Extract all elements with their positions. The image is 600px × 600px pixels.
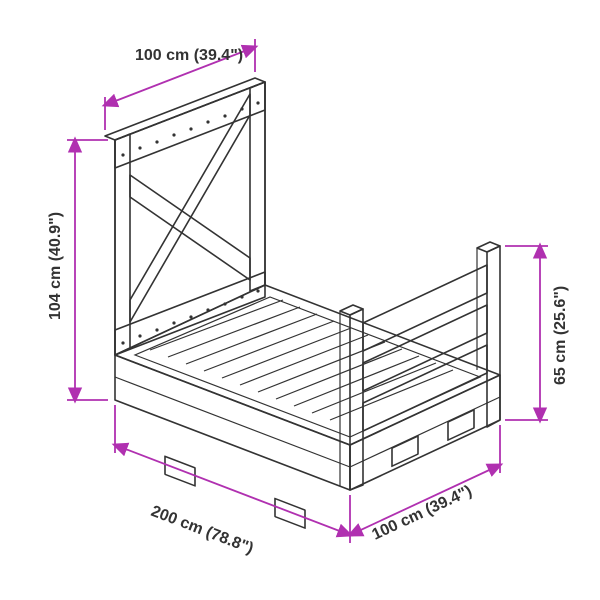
headboard bbox=[105, 78, 265, 355]
dim-left-cm: 104 cm bbox=[47, 266, 64, 320]
dimensions-group: 100 cm (39.4") 104 cm (40.9") 65 cm (25.… bbox=[47, 39, 569, 557]
svg-text:100 cm (39.4"): 100 cm (39.4") bbox=[370, 483, 475, 544]
dim-length-in: (78.8") bbox=[203, 524, 255, 558]
bed-object bbox=[105, 78, 500, 528]
dim-foot-cm: 100 cm bbox=[370, 505, 426, 543]
headboard-nails bbox=[121, 101, 259, 344]
dim-top-in: (39.4") bbox=[194, 47, 243, 64]
dim-right-cm: 65 cm bbox=[552, 340, 569, 385]
bed-dimension-diagram: 100 cm (39.4") 104 cm (40.9") 65 cm (25.… bbox=[0, 0, 600, 600]
svg-text:100 cm (39.4"): 100 cm (39.4") bbox=[135, 47, 243, 64]
dim-right-in: (25.6") bbox=[552, 286, 569, 335]
dim-left-in: (40.9") bbox=[47, 212, 64, 261]
dim-top-cm: 100 cm bbox=[135, 47, 189, 64]
svg-text:104 cm (40.9"): 104 cm (40.9") bbox=[47, 212, 64, 320]
svg-text:200 cm (78.8"): 200 cm (78.8") bbox=[149, 503, 256, 558]
svg-text:65 cm (25.6"): 65 cm (25.6") bbox=[552, 286, 569, 385]
dim-length-cm: 200 cm bbox=[149, 503, 206, 538]
